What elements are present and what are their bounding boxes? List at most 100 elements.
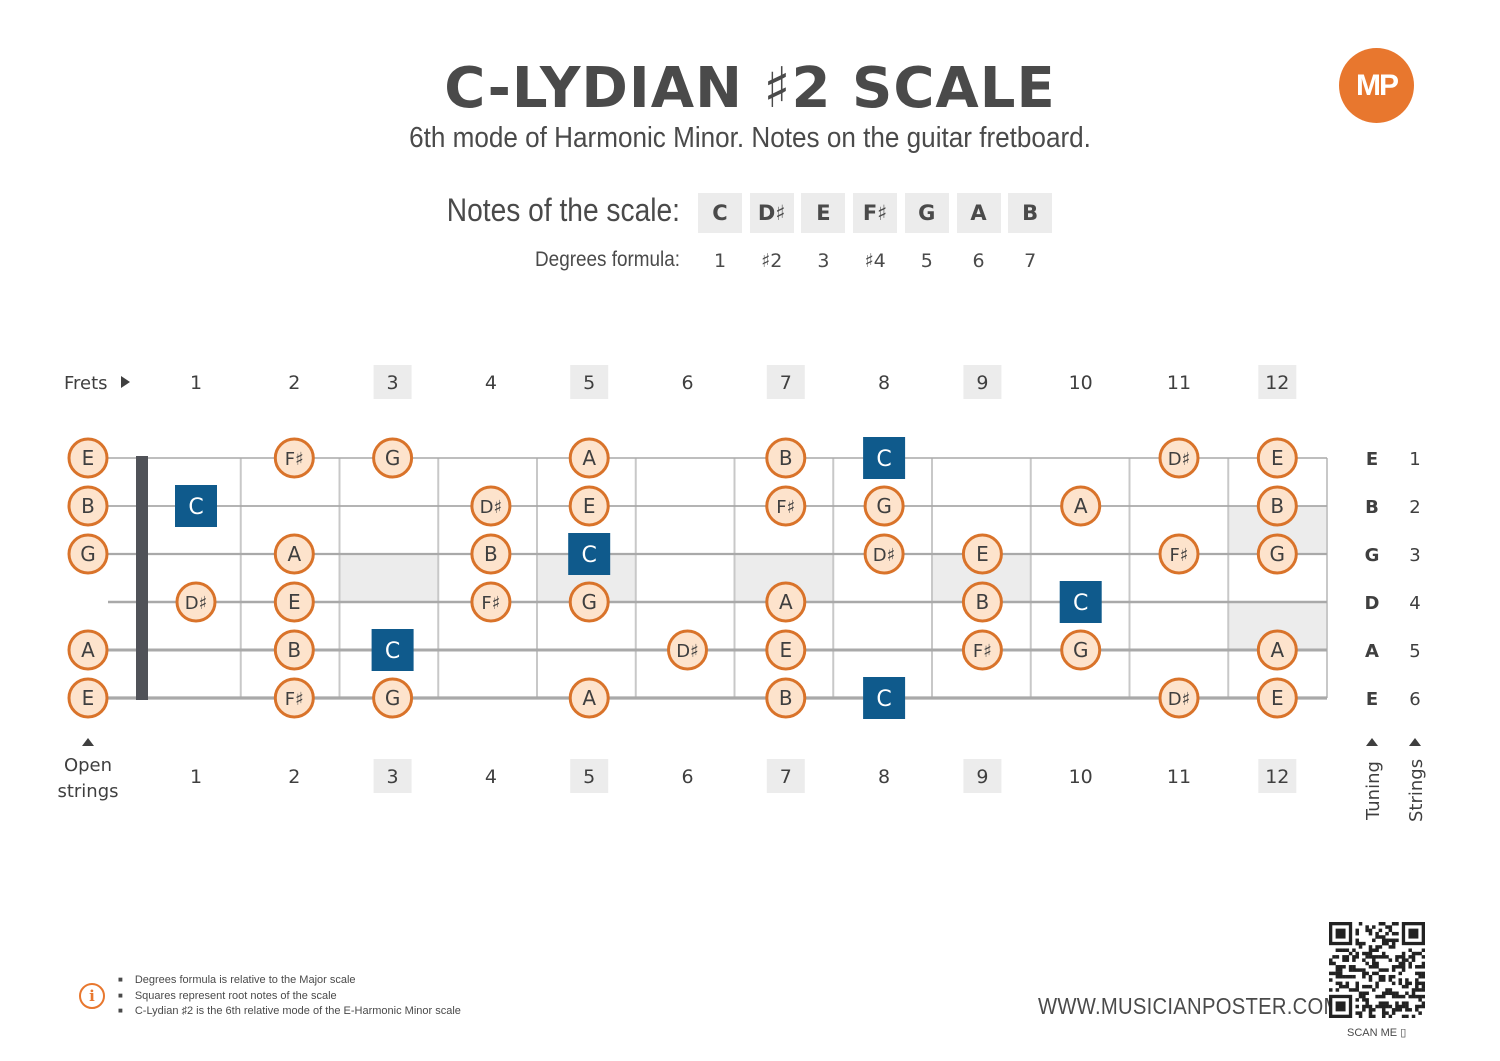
- degree-label: 7: [1024, 250, 1037, 272]
- qr-module: [1342, 955, 1346, 959]
- qr-module: [1388, 978, 1393, 982]
- qr-module: [1418, 981, 1422, 986]
- qr-module: [1388, 925, 1393, 929]
- qr-module: [1342, 958, 1346, 962]
- tuning-note: A: [1365, 641, 1379, 662]
- note-label: G: [876, 494, 892, 518]
- qr-module: [1335, 948, 1340, 952]
- qr-module: [1368, 965, 1373, 969]
- qr-module: [1381, 991, 1386, 996]
- fret-number-bottom: 12: [1265, 766, 1289, 788]
- degree-label: ♯4: [864, 250, 886, 272]
- qr-module: [1358, 991, 1363, 996]
- fret-number-bottom: 6: [681, 766, 693, 788]
- qr-module: [1375, 994, 1379, 999]
- note-label: F♯: [285, 689, 304, 710]
- qr-module: [1375, 971, 1379, 976]
- fret-number-highlight: [373, 759, 412, 793]
- qr-module: [1335, 971, 1340, 976]
- qr-module: [1398, 965, 1403, 969]
- note-label: B: [484, 542, 498, 566]
- qr-module: [1355, 931, 1359, 936]
- qr-module: [1345, 984, 1350, 989]
- qr-module: [1342, 965, 1346, 969]
- root-note-label: C: [876, 687, 891, 712]
- qr-module: [1335, 965, 1340, 969]
- string-number: 2: [1409, 497, 1420, 518]
- qr-module: [1329, 961, 1333, 966]
- degree-label: ♯2: [761, 250, 783, 272]
- qr-module: [1375, 984, 1379, 989]
- note-label: A: [779, 590, 793, 614]
- note-label: F♯: [776, 497, 795, 518]
- qr-module: [1391, 938, 1396, 943]
- qr-module: [1415, 988, 1419, 992]
- qr-module: [1329, 958, 1333, 962]
- note-label: A: [582, 446, 596, 470]
- qr-module: [1388, 1004, 1393, 1009]
- scale-note-box: D♯: [749, 193, 794, 233]
- qr-code[interactable]: [1329, 922, 1425, 1018]
- note-marker: [67, 677, 109, 719]
- qr-module: [1415, 971, 1419, 976]
- note-marker: [372, 677, 414, 719]
- qr-module: [1329, 971, 1333, 976]
- qr-module: [1338, 965, 1343, 969]
- qr-module: [1378, 968, 1383, 972]
- qr-module: [1415, 1008, 1419, 1012]
- qr-module: [1411, 955, 1416, 959]
- fret-number-top: 4: [485, 372, 497, 394]
- qr-module: [1405, 1004, 1409, 1009]
- qr-module: [1421, 1001, 1425, 1005]
- qr-module: [1358, 941, 1363, 946]
- root-note-square: [175, 485, 217, 527]
- tuning-label: Tuning: [1363, 761, 1384, 821]
- note-label: F♯: [481, 593, 500, 614]
- note-marker: [765, 629, 807, 671]
- note-label: B: [779, 686, 793, 710]
- note-label: G: [385, 686, 401, 710]
- qr-module: [1391, 991, 1396, 996]
- phone-icon: ▯: [1400, 1027, 1407, 1039]
- qr-module: [1418, 998, 1422, 1002]
- qr-module: [1381, 994, 1386, 999]
- scan-me-label: SCAN ME ▯: [1347, 1026, 1406, 1039]
- qr-module: [1365, 925, 1369, 929]
- qr-module: [1332, 971, 1336, 976]
- qr-module: [1388, 974, 1393, 979]
- fret-number-bottom: 8: [878, 766, 890, 788]
- qr-module: [1362, 984, 1366, 989]
- qr-module: [1385, 988, 1389, 992]
- qr-module: [1418, 1011, 1422, 1015]
- qr-module: [1365, 951, 1369, 956]
- qr-module: [1421, 974, 1425, 979]
- website-link[interactable]: WWW.MUSICIANPOSTER.COM: [1038, 993, 1341, 1019]
- qr-module: [1355, 951, 1359, 956]
- qr-module: [1348, 965, 1353, 969]
- note-marker: [175, 581, 217, 623]
- note-marker: [765, 437, 807, 479]
- page-title: C-LYDIAN ♯2 SCALE: [444, 56, 1056, 121]
- qr-module: [1418, 965, 1422, 969]
- qr-module: [1411, 994, 1416, 999]
- qr-module: [1415, 951, 1419, 956]
- qr-module: [1372, 988, 1376, 992]
- fret-number-bottom: 9: [976, 766, 988, 788]
- fret-number-highlight: [570, 365, 609, 399]
- degree-label: 5: [920, 250, 933, 272]
- qr-module: [1378, 978, 1383, 982]
- qr-module: [1398, 961, 1403, 966]
- fret-number-bottom: 4: [485, 766, 497, 788]
- qr-module: [1395, 922, 1399, 926]
- logo[interactable]: MP: [1339, 48, 1414, 123]
- qr-module: [1385, 931, 1389, 936]
- qr-module: [1355, 941, 1359, 946]
- qr-module: [1335, 981, 1340, 986]
- qr-module: [1405, 1001, 1409, 1005]
- qr-module: [1372, 938, 1376, 943]
- qr-module: [1358, 945, 1363, 949]
- qr-module: [1362, 994, 1366, 999]
- qr-module: [1398, 978, 1403, 982]
- open-strings-label: strings: [57, 781, 118, 802]
- note-marker: [470, 485, 512, 527]
